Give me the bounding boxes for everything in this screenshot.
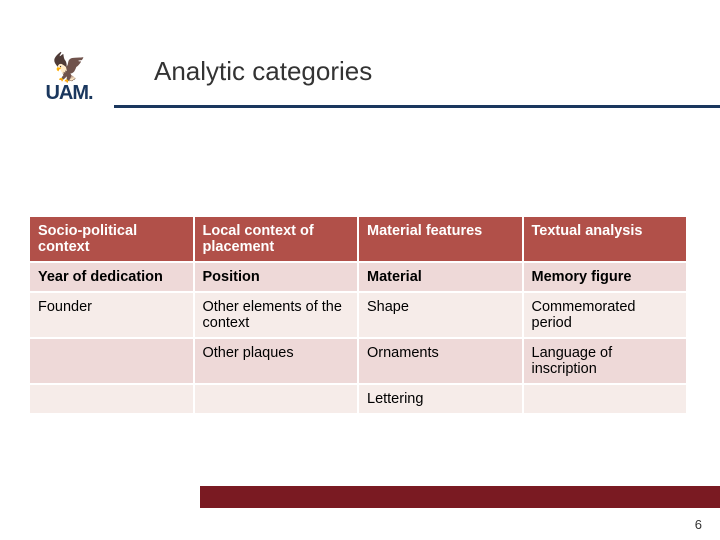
cell: Other elements of the context [194, 292, 359, 338]
cell: Lettering [358, 384, 523, 414]
col-local-context: Local context of placement [194, 216, 359, 262]
cell: Memory figure [523, 262, 688, 292]
cell [523, 384, 688, 414]
table-row: Year of dedication Position Material Mem… [29, 262, 687, 292]
table-row: Founder Other elements of the context Sh… [29, 292, 687, 338]
cell: Commemorated period [523, 292, 688, 338]
cell: Founder [29, 292, 194, 338]
footer-bar [200, 486, 720, 508]
cell: Other plaques [194, 338, 359, 384]
col-socio-political: Socio-political context [29, 216, 194, 262]
col-material-features: Material features [358, 216, 523, 262]
eagle-icon: 🦅 [52, 54, 87, 82]
title-area: Analytic categories [114, 56, 720, 105]
cell [29, 338, 194, 384]
slide-header: 🦅 UAM. Analytic categories [0, 0, 720, 105]
cell: Shape [358, 292, 523, 338]
cell: Position [194, 262, 359, 292]
page-number: 6 [695, 517, 702, 532]
cell: Material [358, 262, 523, 292]
categories-table: Socio-political context Local context of… [28, 215, 688, 415]
header-rule [114, 105, 720, 108]
slide-title: Analytic categories [154, 56, 720, 105]
cell [194, 384, 359, 414]
cell: Ornaments [358, 338, 523, 384]
uam-logo: 🦅 UAM. [24, 25, 114, 105]
cell: Year of dedication [29, 262, 194, 292]
logo-text: UAM. [45, 82, 92, 105]
col-textual-analysis: Textual analysis [523, 216, 688, 262]
cell [29, 384, 194, 414]
table-row: Other plaques Ornaments Language of insc… [29, 338, 687, 384]
categories-table-wrap: Socio-political context Local context of… [28, 215, 688, 415]
table-row: Lettering [29, 384, 687, 414]
table-header-row: Socio-political context Local context of… [29, 216, 687, 262]
cell: Language of inscription [523, 338, 688, 384]
